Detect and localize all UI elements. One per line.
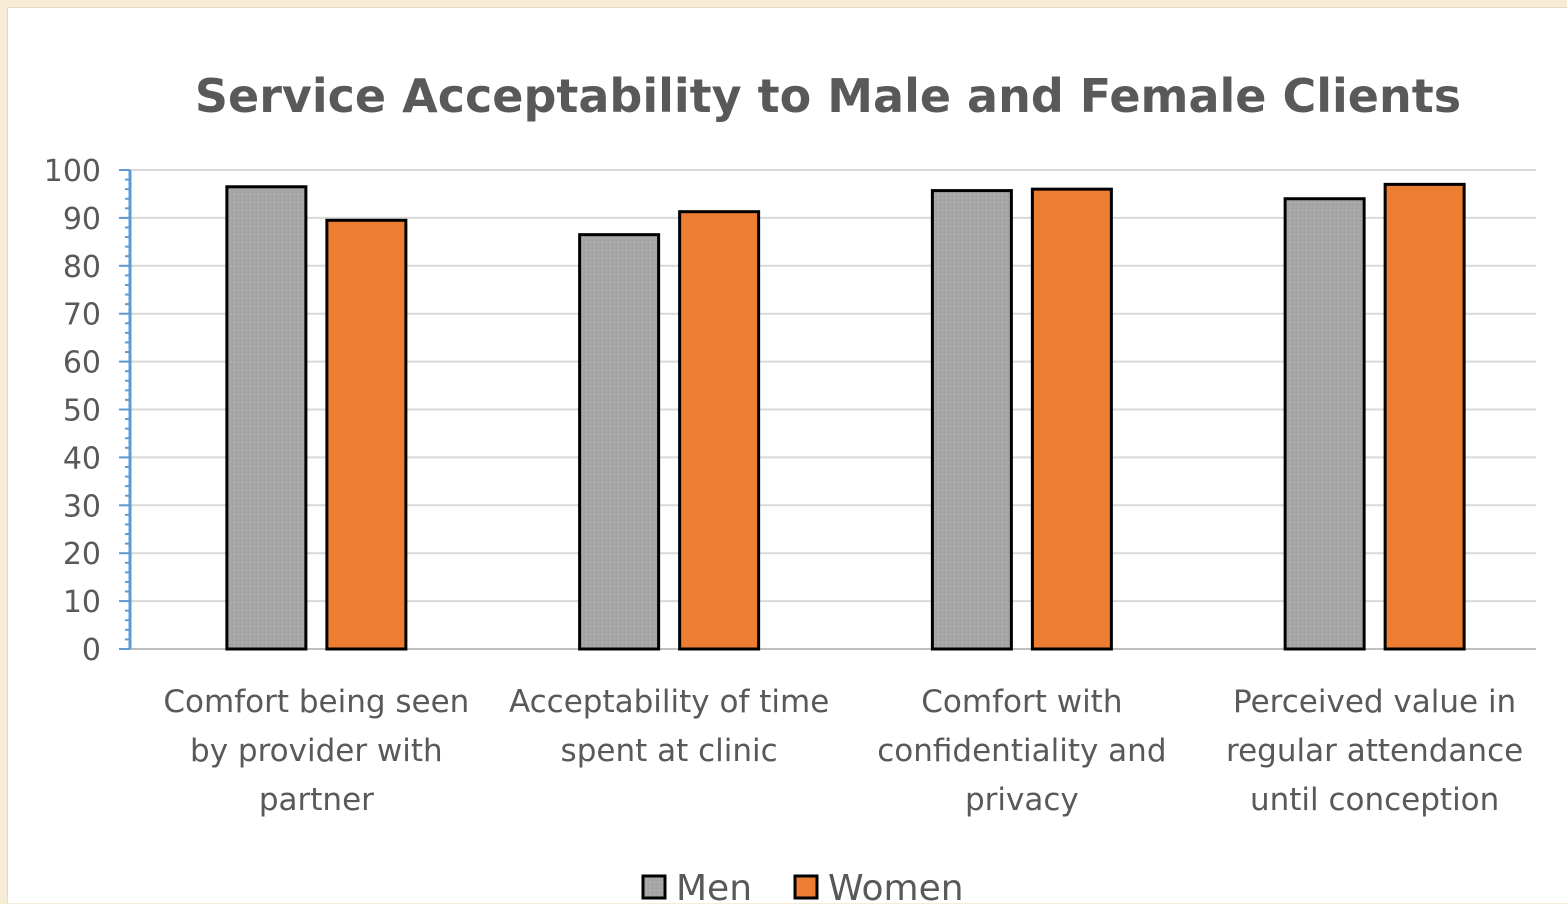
legend-label-women: Women [828,868,964,904]
category-label: Comfort with confidentiality and privacy [877,684,1166,818]
bar-men [1283,197,1366,651]
bar-men [578,233,661,651]
y-axis: 0 10 20 30 40 50 60 70 80 90 100 [44,154,132,668]
bar-women [678,210,761,651]
legend: Men Women [641,868,964,904]
bar-men [930,189,1013,651]
chart-frame: Service Acceptability to Male and Female… [7,7,1567,904]
y-tick-label: 10 [63,585,101,620]
y-tick-label: 50 [63,394,101,429]
y-tick-label: 100 [44,154,101,189]
y-tick-label: 80 [63,250,101,285]
category-labels: Comfort being seen by provider with partne… [163,684,1523,818]
y-tick-label: 70 [63,298,101,333]
chart-title: Service Acceptability to Male and Female… [195,69,1461,123]
bar-women [1030,187,1113,651]
bar-chart: Service Acceptability to Male and Female… [44,69,1536,904]
y-tick-label: 90 [63,202,101,237]
category-label: Comfort being seen by provider with partne… [163,684,469,818]
y-tick-label: 30 [63,489,101,524]
category-label: Acceptability of time spent at clinic [509,684,829,769]
legend-swatch-men [641,874,667,900]
y-tick-label: 60 [63,346,101,381]
category-label: Perceived value in regular attendance unti… [1226,684,1523,818]
y-tick-label: 20 [63,537,101,572]
bar-women [325,218,408,651]
legend-swatch-women [793,874,819,900]
bar-men [225,185,308,651]
bar-women [1383,182,1466,651]
y-tick-label: 40 [63,441,101,476]
legend-label-men: Men [676,868,752,904]
bars [225,182,1466,651]
y-tick-label: 0 [82,633,101,668]
